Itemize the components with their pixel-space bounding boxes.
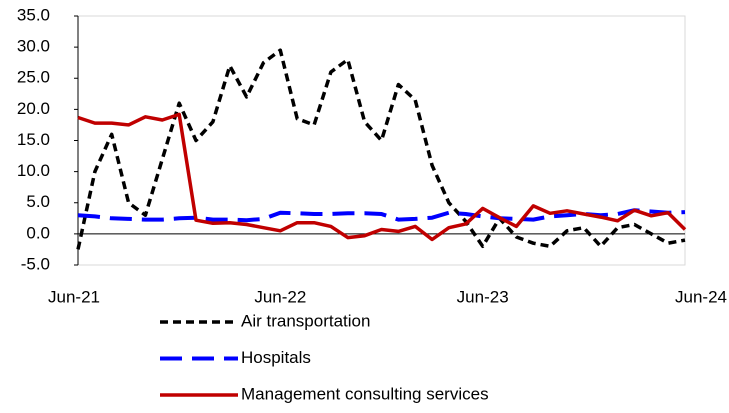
series-line xyxy=(76,48,686,250)
y-tick-label: 5.0 xyxy=(26,192,50,211)
x-tick-label: Jun-21 xyxy=(48,287,100,306)
y-tick-label: 30.0 xyxy=(17,37,50,56)
legend-label: Management consulting services xyxy=(241,384,489,403)
x-tick-label: Jun-23 xyxy=(457,287,509,306)
series-line xyxy=(77,112,687,242)
legend-label: Hospitals xyxy=(241,348,311,367)
legend-label: Air transportation xyxy=(241,311,370,330)
series-line xyxy=(77,208,686,223)
y-tick-label: 20.0 xyxy=(17,99,50,118)
y-tick-label: 35.0 xyxy=(17,5,50,24)
x-tick-label: Jun-22 xyxy=(254,287,306,306)
y-tick-label: 10.0 xyxy=(17,161,50,180)
x-tick-label: Jun-24 xyxy=(675,287,727,306)
y-tick-label: 0.0 xyxy=(26,223,50,242)
y-tick-label: 15.0 xyxy=(17,130,50,149)
y-tick-label: -5.0 xyxy=(21,254,50,273)
y-tick-label: 25.0 xyxy=(17,68,50,87)
